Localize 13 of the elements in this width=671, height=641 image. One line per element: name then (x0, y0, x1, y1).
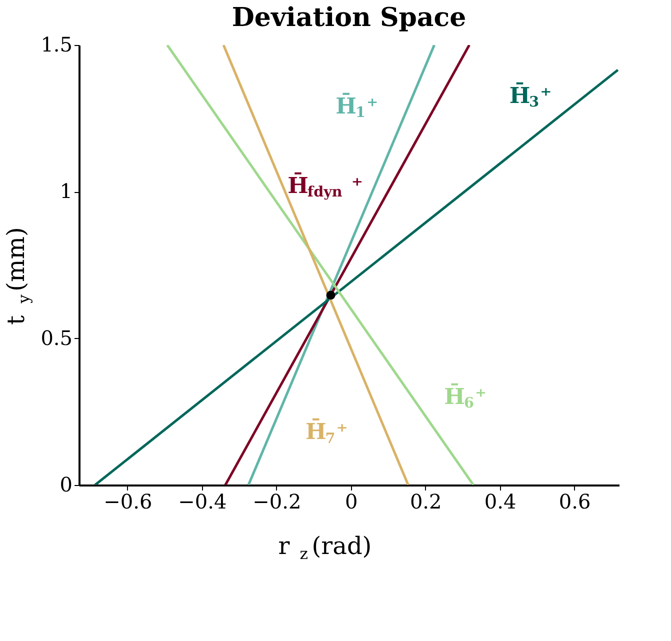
x-tick-label: 0 (344, 490, 358, 514)
y-tick-label: 0.5 (40, 326, 72, 350)
y-tick-label: 1.5 (40, 32, 72, 56)
y-axis-title: ty(mm) (2, 227, 34, 325)
x-tick-label: 0.6 (558, 490, 591, 514)
y-tick-label: 1 (60, 179, 72, 204)
y-tick-label: 0 (60, 472, 72, 496)
x-tick-label: −0.4 (178, 490, 227, 514)
chart-title: Deviation Space (232, 3, 466, 33)
x-tick-label: −0.2 (252, 490, 302, 514)
x-tick-label: −0.6 (104, 490, 152, 514)
x-tick-label: 0.4 (484, 490, 516, 514)
x-tick-label: 0.2 (410, 490, 442, 514)
